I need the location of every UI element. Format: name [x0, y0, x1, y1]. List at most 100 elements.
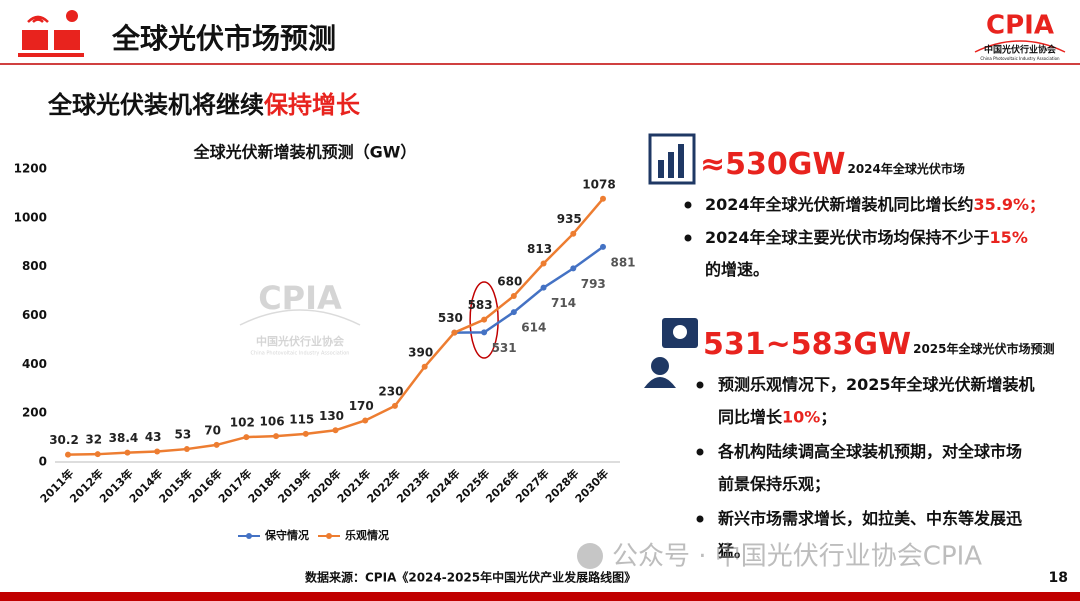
data-point: [540, 260, 547, 267]
y-tick-label: 400: [22, 357, 47, 371]
data-point: [481, 316, 488, 323]
data-label: 106: [260, 415, 285, 429]
logo-org: 中国光伏行业协会: [984, 44, 1057, 56]
data-label: 38.4: [109, 431, 139, 445]
data-point: [154, 448, 161, 455]
headline-value: 531~583GW: [703, 327, 911, 362]
data-point: [600, 243, 606, 250]
data-point: [302, 430, 309, 437]
subtitle: 全球光伏装机将继续保持增长: [47, 91, 361, 119]
panel-icon-2: [644, 318, 698, 388]
data-label: 115: [289, 412, 314, 426]
y-tick-label: 1000: [14, 210, 47, 224]
data-point: [124, 449, 131, 456]
text-run: 的增速。: [705, 260, 769, 279]
text-run: 新兴市场需求增长，如拉美、中东等发展迅: [718, 509, 1022, 528]
data-label: 793: [581, 277, 606, 291]
watermark-org: 中国光伏行业协会: [256, 334, 345, 348]
data-label: 230: [378, 384, 403, 398]
logo-name: CPIA: [986, 11, 1054, 41]
data-point: [183, 446, 190, 453]
bullet-line: 猛。: [717, 541, 750, 560]
headline-note: 2025年全球光伏市场预测: [913, 341, 1054, 356]
highlight-ellipse: [469, 281, 499, 359]
page-number: 18: [1049, 570, 1068, 586]
bullet-line: 同比增长10%；: [718, 407, 836, 426]
header-icon: [18, 10, 84, 57]
overlay-text: 公众号 · 中国光伏行业协会CPIA: [612, 542, 982, 572]
data-label: 614: [521, 321, 546, 335]
data-point: [540, 284, 547, 291]
panel-icon-1: [648, 133, 696, 185]
data-label: 881: [610, 255, 635, 269]
panel-headline: ≈530GW 2024年全球光伏市场: [700, 147, 965, 182]
data-point: [570, 265, 577, 272]
data-label: 390: [408, 345, 433, 359]
text-run: 15%: [990, 228, 1028, 247]
text-run: 10%: [782, 407, 820, 426]
data-point: [600, 195, 606, 202]
bullet-dot: [684, 201, 692, 209]
text-run: 预测乐观情况下，2025年全球光伏新增装机: [718, 375, 1035, 394]
chart-title: 全球光伏新增装机预测（GW）: [193, 143, 417, 162]
panel: ≈530GW 2024年全球光伏市场 2024年全球光伏新增装机同比增长约35.9%…: [684, 147, 1055, 560]
text-run: 35.9%；: [974, 195, 1046, 214]
data-point: [421, 363, 428, 370]
series-line: [454, 245, 604, 334]
data-label: 130: [319, 409, 344, 423]
bullet-line: 各机构陆续调高全球装机预期，对全球市场: [717, 442, 1022, 461]
text-run: 2024年全球光伏新增装机同比增长约: [705, 195, 974, 214]
bullet-dot: [696, 515, 704, 523]
y-tick-label: 200: [22, 406, 47, 420]
data-label: 935: [557, 212, 582, 226]
text-run: 猛。: [717, 541, 750, 560]
data-label: 170: [349, 399, 374, 413]
data-label: 531: [492, 341, 517, 355]
logo-arc: [974, 40, 1066, 53]
data-label: 102: [230, 416, 255, 430]
data-point: [451, 329, 458, 336]
headline-note: 2024年全球光伏市场: [847, 161, 964, 176]
legend-label: 保守情况: [264, 528, 309, 542]
legend-marker: [246, 533, 252, 539]
legend-label: 乐观情况: [345, 528, 389, 542]
data-point: [391, 402, 398, 409]
y-tick-label: 800: [22, 259, 47, 273]
data-label: 583: [468, 298, 493, 312]
source: 数据来源：CPIA《2024-2025年中国光伏产业发展路线图》: [305, 570, 636, 585]
data-label: 30.2: [49, 433, 79, 447]
y-tick-label: 1200: [14, 162, 47, 176]
data-point: [332, 427, 339, 434]
bullet-line: 的增速。: [705, 260, 769, 279]
text-run: 各机构陆续调高全球装机预期，对全球市场: [717, 442, 1022, 461]
data-label: 32: [85, 433, 102, 447]
text-run: 前景保持乐观；: [718, 474, 830, 493]
text-run: 同比增长: [718, 407, 783, 426]
y-tick-label: 0: [39, 455, 47, 469]
data-point: [570, 230, 577, 237]
panel-headline: 531~583GW 2025年全球光伏市场预测: [703, 327, 1055, 362]
data-label: 813: [527, 242, 552, 256]
data-label: 530: [438, 311, 463, 325]
data-label: 714: [551, 296, 576, 310]
data-point: [243, 434, 250, 441]
bullet-dot: [696, 381, 704, 389]
watermark-org-en: China Photovoltaic Industry Association: [251, 351, 350, 357]
text-run: ；: [820, 407, 836, 426]
data-label: 680: [497, 274, 522, 288]
overlay: 公众号 · 中国光伏行业协会CPIA: [577, 542, 982, 572]
bullet-line: 2024年全球光伏新增装机同比增长约35.9%；: [705, 195, 1045, 214]
chart-watermark: CPIA 中国光伏行业协会 China Photovoltaic Industr…: [239, 279, 361, 357]
data-point: [273, 433, 280, 440]
bullet-line: 2024年全球主要光伏市场均保持不少于15%: [705, 228, 1028, 247]
logo-org-en: China Photovoltaic Industry Association: [980, 56, 1060, 61]
legend-marker: [326, 533, 332, 539]
bullet-line: 预测乐观情况下，2025年全球光伏新增装机: [718, 375, 1035, 394]
headline-value: ≈530GW: [700, 147, 845, 182]
text-run: 全球光伏装机将继续: [47, 91, 264, 119]
bullet-dot: [696, 448, 704, 456]
data-point: [362, 417, 369, 424]
data-label: 1078: [582, 177, 615, 191]
